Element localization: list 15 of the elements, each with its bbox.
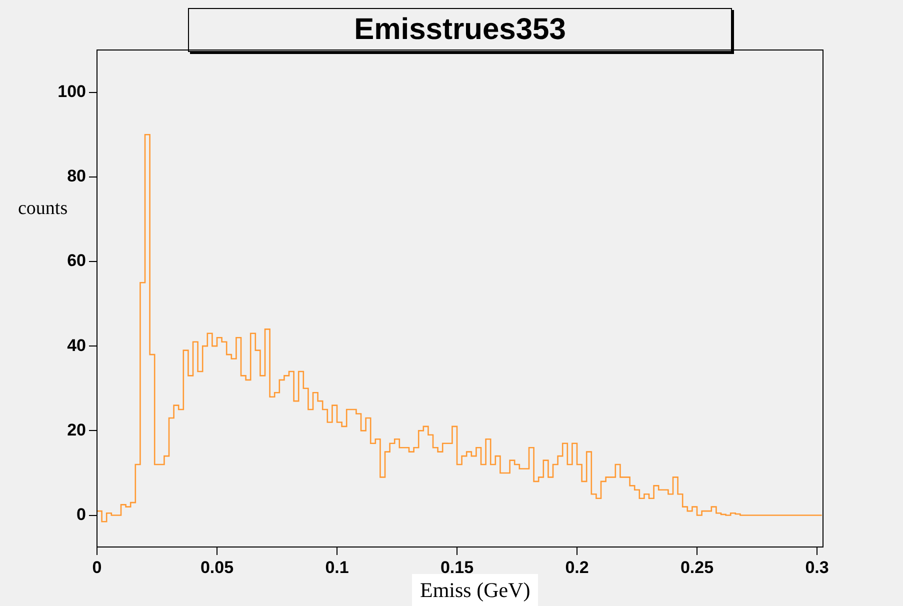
x-tick-label: 0.2 [565,558,589,577]
y-tick-label: 20 [67,420,86,440]
y-tick-label: 60 [67,251,86,270]
y-tick-label: 0 [76,504,86,524]
x-tick-label: 0.3 [805,558,829,577]
x-tick-label: 0.15 [440,558,474,577]
x-tick-label: 0.25 [680,558,714,577]
y-tick-label: 100 [58,82,86,101]
y-axis-title: counts [18,198,68,220]
x-axis-title: Emiss (GeV) [420,578,530,602]
x-tick-label: 0 [92,558,102,577]
y-tick-label: 40 [67,336,86,355]
x-tick-label: 0.1 [325,558,349,577]
y-tick-label: 80 [67,166,86,186]
x-tick-label: 0.05 [200,558,234,577]
